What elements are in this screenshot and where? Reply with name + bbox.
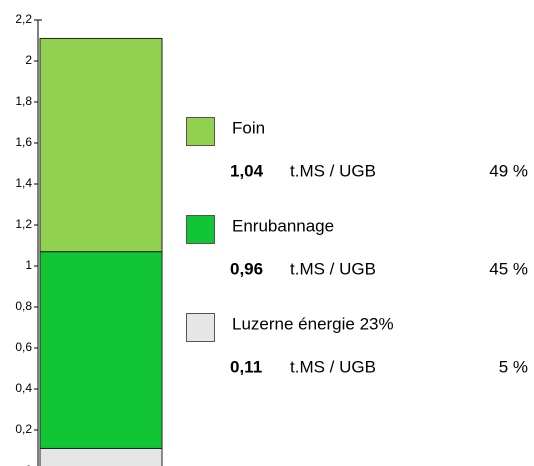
y-tick-label: 0,4 (15, 381, 32, 395)
y-tick-label: 1,4 (15, 176, 32, 190)
legend-unit: t.MS / UGB (290, 161, 376, 180)
legend-swatch (186, 117, 215, 146)
legend-swatch (186, 215, 215, 244)
legend-value: 0,11 (230, 357, 262, 376)
legend-share: 45 % (489, 259, 528, 278)
y-tick-label: 2 (25, 53, 32, 67)
legend-label: Enrubannage (232, 216, 334, 235)
y-tick-label: 0 (25, 463, 32, 466)
y-tick-label: 2,2 (15, 12, 32, 26)
legend-label: Foin (232, 118, 265, 137)
y-tick-label: 0,6 (15, 340, 32, 354)
y-tick-label: 1,6 (15, 135, 32, 149)
legend-unit: t.MS / UGB (290, 259, 376, 278)
bar-segment (39, 447, 163, 466)
legend-value: 1,04 (230, 161, 264, 180)
legend-unit: t.MS / UGB (290, 357, 376, 376)
bar-segment (39, 251, 163, 449)
legend-label: Luzerne énergie 23% (232, 314, 394, 333)
bar-segment (39, 37, 163, 253)
legend-swatch (186, 313, 215, 342)
y-tick-label: 0,8 (15, 299, 32, 313)
y-tick-label: 1,2 (15, 217, 32, 231)
y-tick-label: 1,8 (15, 94, 32, 108)
y-tick-label: 0,2 (15, 422, 32, 436)
legend-share: 5 % (499, 357, 528, 376)
legend-share: 49 % (489, 161, 528, 180)
y-tick-label: 1 (25, 258, 32, 272)
legend-value: 0,96 (230, 259, 263, 278)
